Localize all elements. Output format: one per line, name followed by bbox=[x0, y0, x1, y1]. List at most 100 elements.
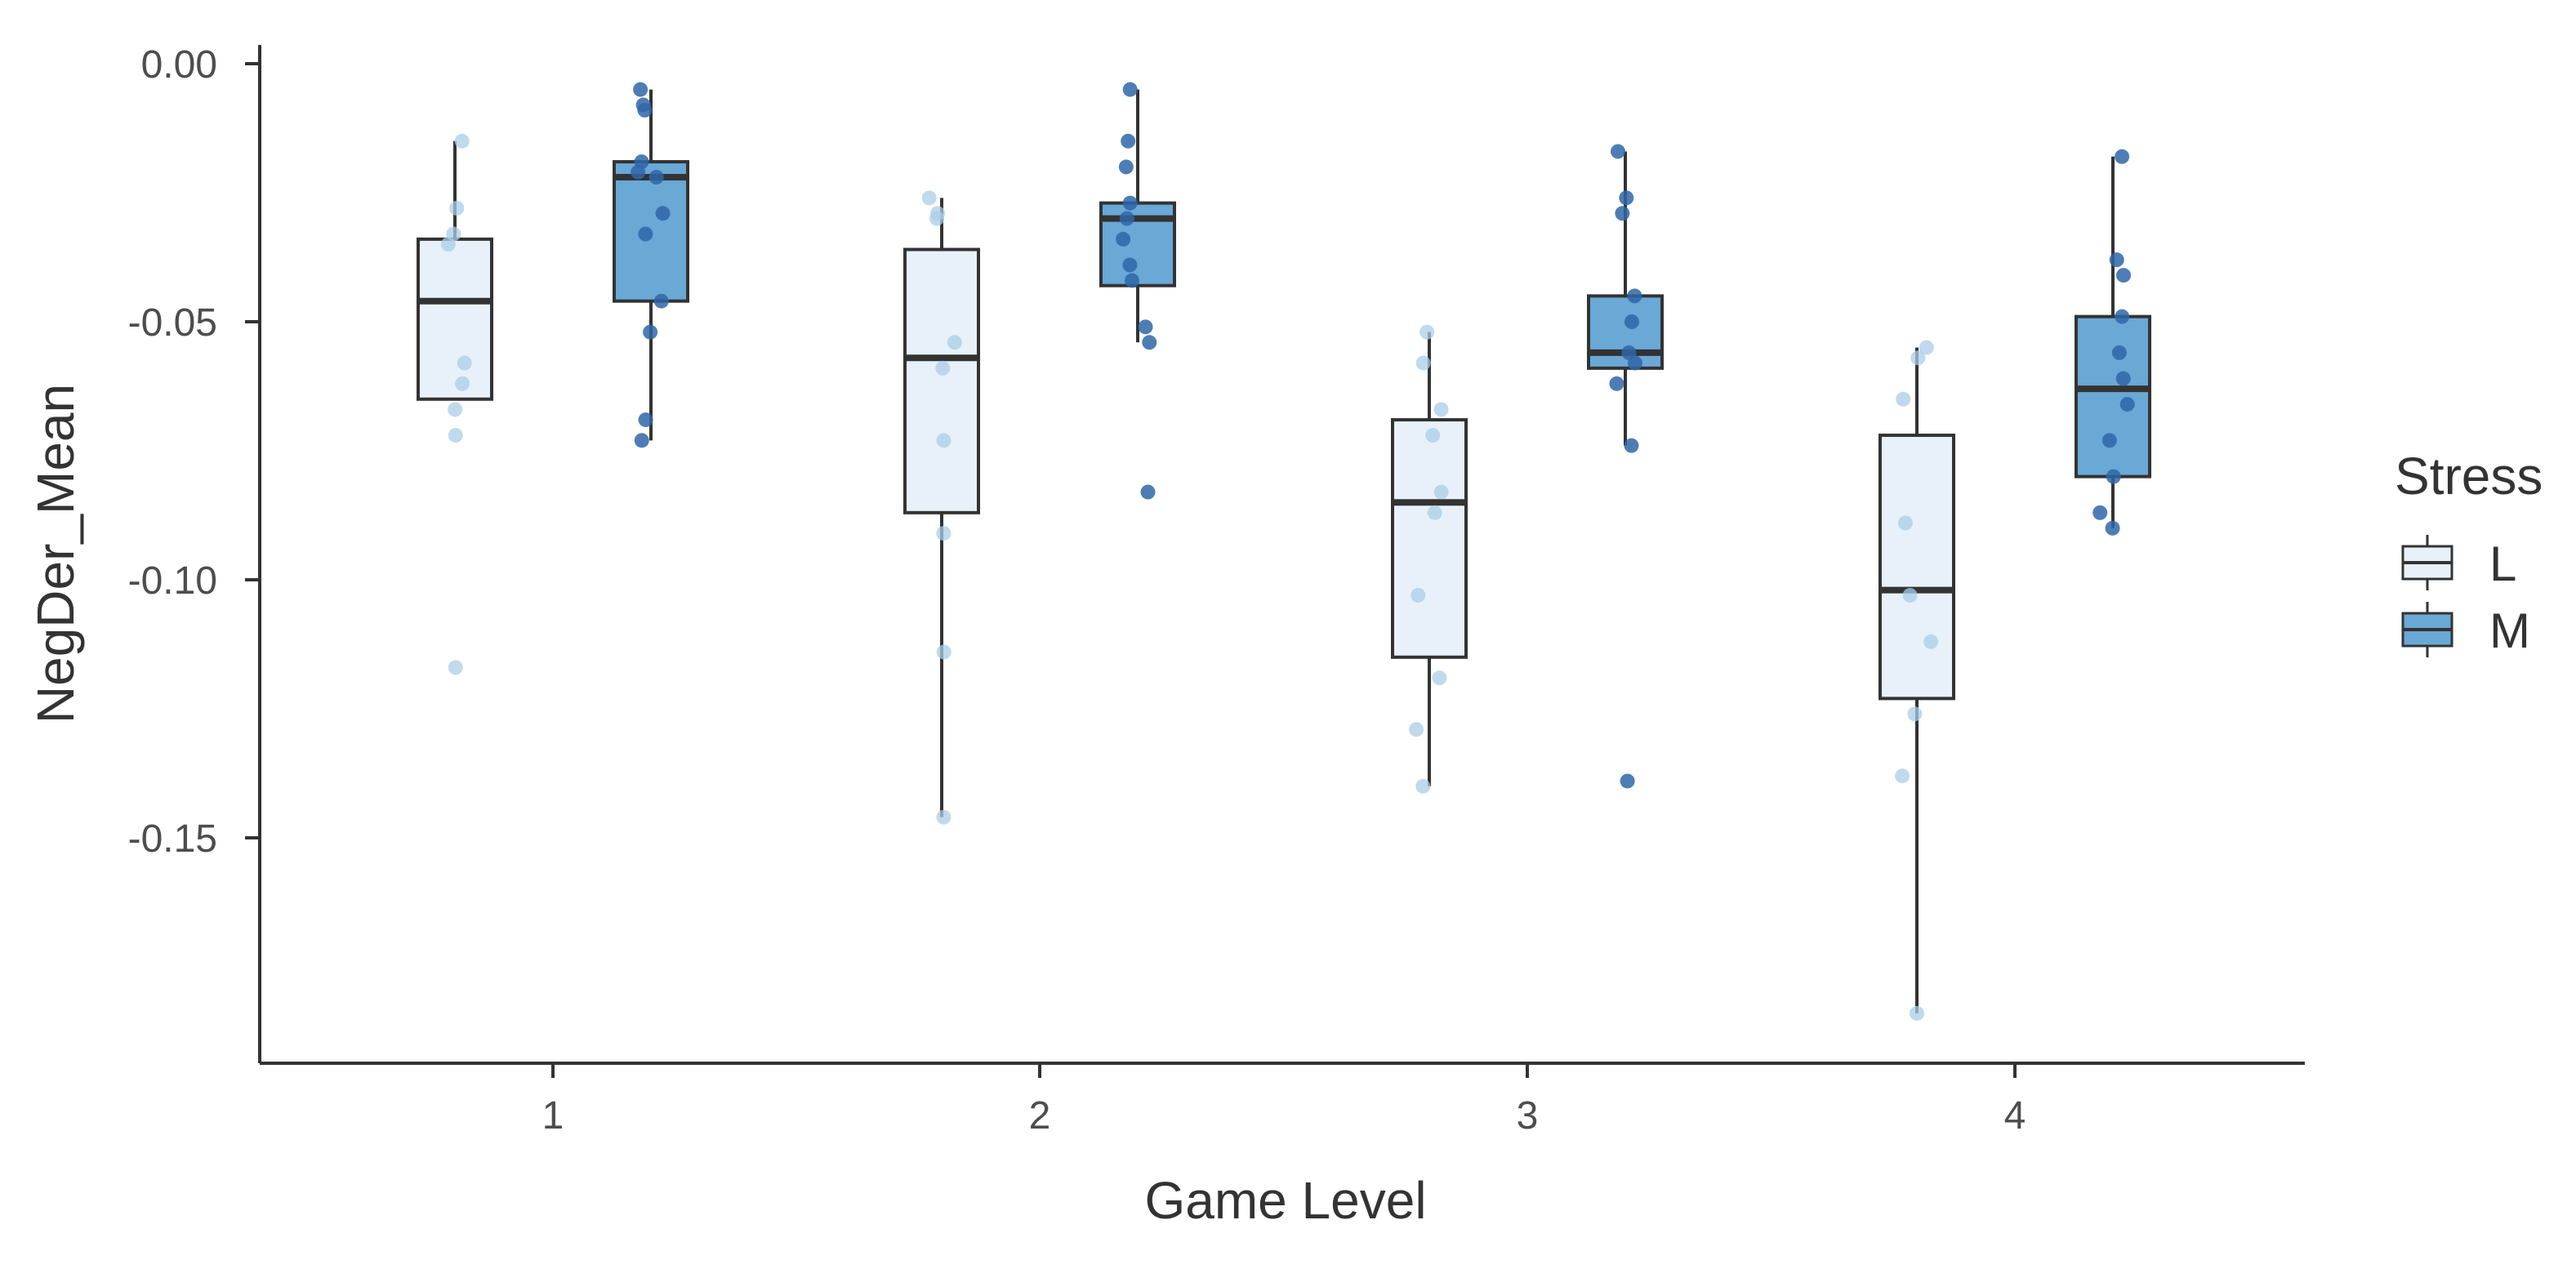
data-point bbox=[1919, 340, 1934, 355]
y-tick-label: -0.10 bbox=[128, 559, 217, 603]
y-axis-ticks: 0.00 -0.05 -0.10 -0.15 bbox=[128, 43, 260, 861]
data-point bbox=[2115, 371, 2131, 386]
legend: Stress LM bbox=[2395, 447, 2543, 658]
box-iqr bbox=[1879, 434, 1955, 701]
data-point bbox=[1624, 438, 1639, 453]
x-tick-label: 3 bbox=[1517, 1094, 1539, 1138]
data-point bbox=[2101, 433, 2117, 448]
box-iqr bbox=[2075, 314, 2151, 479]
data-point bbox=[1427, 505, 1442, 520]
data-point bbox=[1122, 257, 1138, 273]
data-point bbox=[1140, 484, 1156, 500]
x-tick-label: 4 bbox=[2004, 1094, 2026, 1138]
data-point bbox=[1119, 211, 1134, 226]
data-point bbox=[655, 206, 671, 221]
data-point bbox=[633, 82, 648, 97]
data-point bbox=[1620, 773, 1635, 789]
data-point bbox=[1122, 195, 1138, 211]
data-point bbox=[1610, 144, 1625, 159]
data-point bbox=[1609, 376, 1624, 391]
legend-label-M: M bbox=[2489, 603, 2530, 658]
box-M-level-1 bbox=[613, 82, 689, 448]
data-point bbox=[448, 428, 463, 443]
data-point bbox=[2119, 397, 2135, 412]
data-point bbox=[1896, 391, 1911, 407]
data-point bbox=[1415, 778, 1431, 794]
data-point bbox=[921, 190, 937, 206]
data-point bbox=[936, 644, 952, 660]
data-point bbox=[2115, 149, 2130, 164]
data-point bbox=[455, 376, 470, 391]
data-point bbox=[2106, 469, 2121, 484]
data-point bbox=[935, 360, 951, 376]
box-L-level-1 bbox=[417, 133, 493, 675]
data-point bbox=[1619, 190, 1634, 206]
data-point bbox=[936, 526, 952, 541]
data-point bbox=[929, 211, 945, 226]
data-point bbox=[1122, 82, 1138, 97]
box-iqr bbox=[417, 237, 493, 401]
x-tick-label: 1 bbox=[542, 1094, 564, 1138]
data-point bbox=[1897, 515, 1913, 531]
x-axis-title: Game Level bbox=[1144, 1171, 1426, 1230]
data-point bbox=[1415, 355, 1431, 371]
data-point bbox=[2109, 252, 2124, 268]
data-point bbox=[638, 226, 653, 242]
legend-keys: LM bbox=[2401, 535, 2530, 658]
data-point bbox=[440, 237, 456, 252]
data-point bbox=[2116, 268, 2132, 283]
data-point bbox=[1433, 484, 1449, 500]
data-point bbox=[1419, 324, 1435, 340]
box-M-level-2 bbox=[1099, 82, 1176, 500]
box-iqr bbox=[1391, 418, 1468, 659]
data-point bbox=[947, 335, 962, 350]
y-tick-label: -0.15 bbox=[128, 817, 217, 861]
data-point bbox=[1411, 587, 1426, 603]
x-tick-label: 2 bbox=[1029, 1094, 1051, 1138]
data-point bbox=[1910, 350, 1926, 366]
box-L-level-2 bbox=[903, 190, 980, 825]
data-point bbox=[643, 324, 658, 340]
data-point bbox=[1923, 634, 1939, 649]
data-point bbox=[634, 433, 649, 448]
data-point bbox=[449, 200, 465, 216]
data-point bbox=[448, 402, 463, 417]
box-L-level-3 bbox=[1391, 324, 1468, 794]
data-point bbox=[1433, 402, 1449, 417]
data-point bbox=[936, 433, 952, 448]
data-point bbox=[448, 660, 463, 675]
data-point bbox=[1124, 273, 1139, 288]
box-iqr bbox=[613, 160, 689, 303]
plot-area bbox=[417, 82, 2151, 1021]
data-point bbox=[2092, 505, 2108, 520]
data-point bbox=[1895, 768, 1910, 784]
data-point bbox=[2105, 520, 2120, 536]
data-point bbox=[637, 102, 653, 118]
data-point bbox=[1409, 722, 1424, 737]
y-axis-title: NegDer_Mean bbox=[26, 384, 85, 724]
data-point bbox=[653, 293, 669, 309]
legend-title: Stress bbox=[2395, 447, 2543, 505]
box-L-level-4 bbox=[1879, 340, 1955, 1021]
data-point bbox=[1425, 428, 1441, 443]
box-M-level-3 bbox=[1587, 144, 1664, 789]
data-point bbox=[648, 170, 664, 185]
box-iqr bbox=[903, 247, 980, 514]
data-point bbox=[1907, 706, 1923, 722]
data-point bbox=[454, 133, 470, 149]
data-point bbox=[1121, 133, 1136, 149]
data-point bbox=[936, 809, 952, 825]
data-point bbox=[631, 164, 646, 180]
data-point bbox=[1627, 288, 1642, 304]
data-point bbox=[1432, 670, 1447, 686]
data-point bbox=[1909, 1005, 1924, 1021]
data-point bbox=[1615, 206, 1630, 221]
legend-label-L: L bbox=[2489, 537, 2516, 591]
y-tick-label: -0.05 bbox=[128, 301, 217, 345]
data-point bbox=[638, 412, 653, 428]
data-point bbox=[2115, 309, 2130, 324]
box-M-level-4 bbox=[2075, 149, 2151, 536]
data-point bbox=[1138, 319, 1153, 335]
